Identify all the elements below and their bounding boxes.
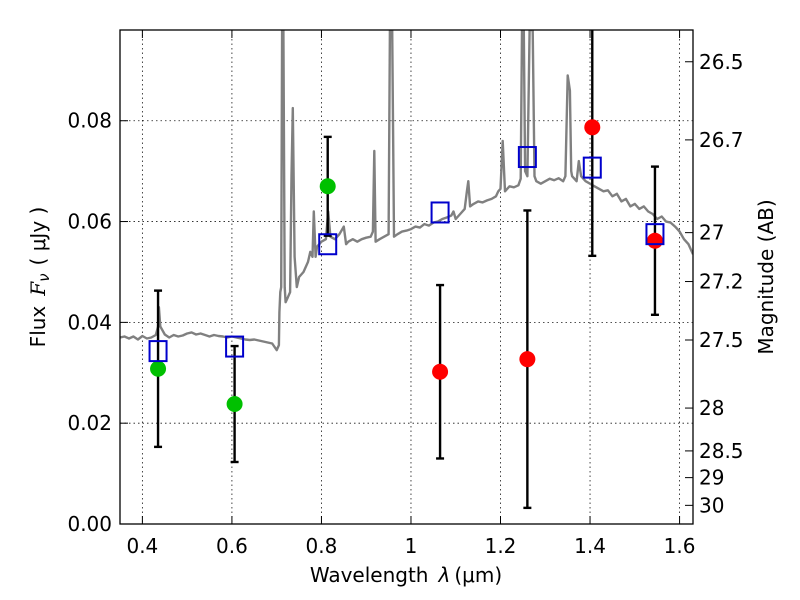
y-tick-label: 0.06 (67, 210, 112, 234)
y2-tick-label: 27.5 (699, 328, 744, 352)
y-tick-label: 0.00 (67, 512, 112, 536)
y2-axis-title: Magnitude (AB) (754, 199, 778, 354)
data-point-square (645, 223, 665, 246)
y-axis-title: FluxFν( μJy ) (26, 207, 53, 348)
x-tick-label: 0.8 (306, 534, 338, 558)
data-point-circle (519, 351, 536, 368)
y-tick-label: 0.08 (67, 109, 112, 133)
data-point-circle (226, 396, 243, 413)
data-point-circle (319, 178, 336, 195)
y2-tick-label: 29 (699, 466, 724, 490)
axis-ticks (120, 30, 693, 525)
y2-tick-label: 30 (699, 493, 724, 517)
x-tick-label: 0.6 (216, 534, 248, 558)
y2-tick-label: 27 (699, 221, 724, 245)
data-point-circle (584, 119, 601, 136)
data-point-circle (432, 363, 449, 380)
error-bars (154, 30, 659, 510)
x-tick-label: 1.2 (485, 534, 517, 558)
x-tick-label: 0.4 (126, 534, 158, 558)
data-point-square (148, 340, 168, 363)
x-tick-label: 1.4 (574, 534, 606, 558)
y2-tick-label: 28 (699, 396, 724, 420)
data-point-square (318, 233, 338, 256)
data-point-square (517, 146, 537, 169)
y-tick-label: 0.04 (67, 310, 112, 334)
grid (120, 30, 693, 525)
x-tick-label: 1.6 (664, 534, 696, 558)
x-axis-title: Wavelength λ (μm) (310, 563, 502, 587)
y2-tick-label: 28.5 (699, 439, 744, 463)
y2-tick-label: 26.7 (699, 128, 744, 152)
model-spectrum (120, 30, 693, 352)
model-spectrum-line (120, 30, 693, 352)
x-tick-label: 1 (405, 534, 418, 558)
data-point-circle (150, 360, 167, 377)
tick-labels: 0.4 0.6 0.8 1 1.2 1.4 1.6 0.00 0.02 0.04 0.06 0.08 2… (67, 50, 743, 558)
data-point-square (430, 201, 450, 224)
data-point-square (225, 335, 245, 358)
y2-tick-label: 26.5 (699, 50, 744, 74)
y-tick-label: 0.02 (67, 411, 112, 435)
y2-tick-label: 27.2 (699, 270, 744, 294)
data-point-square (582, 156, 602, 179)
data-markers (148, 119, 665, 413)
data-point-circle (646, 232, 663, 249)
plot-frame (119, 29, 694, 525)
